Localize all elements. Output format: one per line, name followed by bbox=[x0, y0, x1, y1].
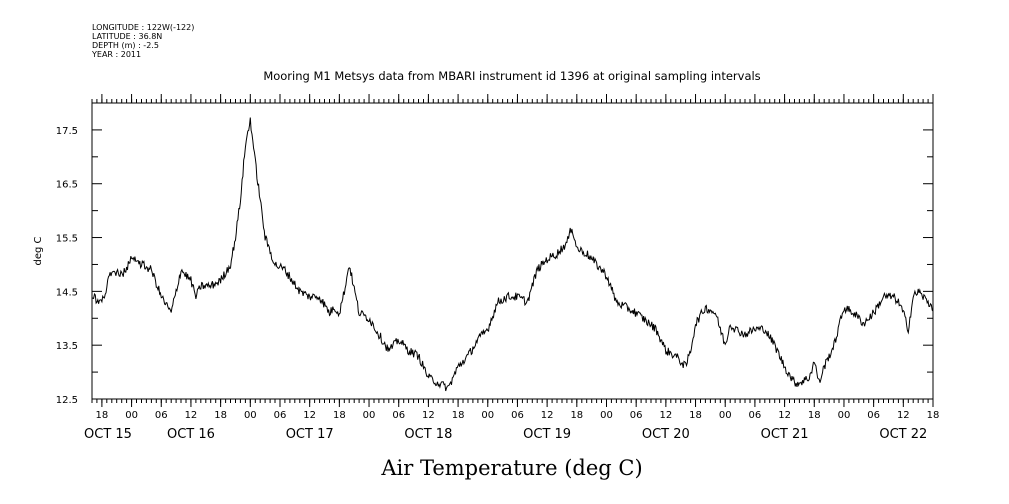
x-hour-label: 18 bbox=[214, 410, 227, 421]
x-hour-label: 06 bbox=[630, 410, 643, 421]
x-hour-label: 12 bbox=[897, 410, 910, 421]
x-hour-label: 12 bbox=[541, 410, 554, 421]
x-hour-label: 00 bbox=[600, 410, 613, 421]
x-hour-label: 12 bbox=[422, 410, 435, 421]
x-hour-label: 00 bbox=[719, 410, 732, 421]
x-day-label: OCT 19 bbox=[523, 427, 571, 442]
latitude-label: LATITUDE : 36.8N bbox=[92, 32, 162, 41]
y-tick-label: 13.5 bbox=[56, 341, 78, 352]
x-day-label: OCT 16 bbox=[167, 427, 215, 442]
x-hour-label: 06 bbox=[511, 410, 524, 421]
x-hour-label: 18 bbox=[452, 410, 465, 421]
y-tick-label: 12.5 bbox=[56, 395, 78, 406]
series-group bbox=[91, 117, 934, 392]
depth-label: DEPTH (m) : -2.5 bbox=[92, 41, 159, 50]
x-day-label: OCT 20 bbox=[642, 427, 690, 442]
year-label: YEAR : 2011 bbox=[91, 50, 141, 59]
x-hour-label: 00 bbox=[125, 410, 138, 421]
x-day-label: OCT 18 bbox=[404, 427, 452, 442]
x-hour-label: 18 bbox=[570, 410, 583, 421]
axes-group: 18 00 06 12 18 00 06 12 18 00 06 12 18 00 06 12 18 00 06 12… bbox=[56, 94, 940, 442]
x-axis-label: Air Temperature (deg C) bbox=[380, 456, 642, 480]
x-hour-label: 00 bbox=[244, 410, 257, 421]
x-hour-label: 00 bbox=[363, 410, 376, 421]
y-tick-label: 15.5 bbox=[56, 234, 78, 245]
x-hour-label: 18 bbox=[689, 410, 702, 421]
x-hour-label: 18 bbox=[927, 410, 940, 421]
chart-title: Mooring M1 Metsys data from MBARI instru… bbox=[263, 69, 760, 83]
x-day-label: OCT 21 bbox=[761, 427, 809, 442]
y-tick-label: 14.5 bbox=[56, 287, 78, 298]
x-hour-label: 12 bbox=[303, 410, 316, 421]
x-hour-label: 00 bbox=[481, 410, 494, 421]
x-hour-label: 12 bbox=[778, 410, 791, 421]
y-tick-label: 17.5 bbox=[56, 126, 78, 137]
x-hour-label: 18 bbox=[96, 410, 109, 421]
x-hour-label: 06 bbox=[749, 410, 762, 421]
x-hour-label: 06 bbox=[155, 410, 168, 421]
x-hour-label: 18 bbox=[808, 410, 821, 421]
x-hour-label: 18 bbox=[333, 410, 346, 421]
x-day-label: OCT 22 bbox=[879, 427, 927, 442]
y-axis-label: deg C bbox=[33, 236, 44, 265]
x-hour-label: 06 bbox=[392, 410, 405, 421]
x-day-label: OCT 17 bbox=[286, 427, 334, 442]
longitude-label: LONGITUDE : 122W(-122) bbox=[92, 23, 194, 32]
x-hour-label: 06 bbox=[867, 410, 880, 421]
x-hour-label: 12 bbox=[185, 410, 198, 421]
x-hour-label: 00 bbox=[838, 410, 851, 421]
y-tick-label: 16.5 bbox=[56, 180, 78, 191]
plot-frame bbox=[91, 102, 934, 400]
x-hour-label: 06 bbox=[274, 410, 287, 421]
air-temperature-line bbox=[91, 117, 934, 392]
x-day-label: OCT 15 bbox=[84, 427, 132, 442]
x-hour-label: 12 bbox=[659, 410, 672, 421]
